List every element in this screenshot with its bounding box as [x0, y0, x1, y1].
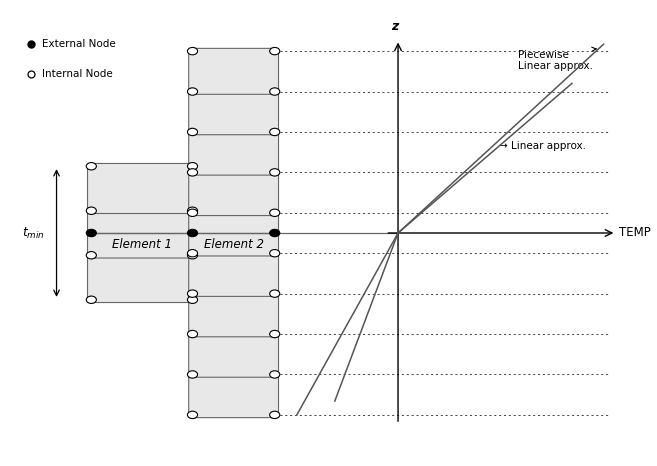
Circle shape: [86, 252, 97, 259]
Circle shape: [187, 290, 198, 297]
FancyBboxPatch shape: [87, 164, 196, 213]
Circle shape: [187, 88, 198, 95]
FancyBboxPatch shape: [189, 170, 279, 216]
FancyBboxPatch shape: [189, 250, 279, 296]
Circle shape: [269, 209, 280, 217]
FancyBboxPatch shape: [189, 89, 279, 135]
FancyBboxPatch shape: [189, 129, 279, 175]
Circle shape: [187, 169, 198, 176]
Circle shape: [187, 209, 198, 217]
Text: → Linear approx.: → Linear approx.: [499, 141, 586, 151]
Circle shape: [86, 229, 97, 237]
Circle shape: [86, 163, 97, 170]
Circle shape: [187, 229, 198, 237]
Circle shape: [269, 128, 280, 136]
Circle shape: [86, 296, 97, 303]
Text: Element 2: Element 2: [204, 238, 263, 251]
FancyBboxPatch shape: [189, 48, 279, 94]
Circle shape: [187, 252, 198, 259]
FancyBboxPatch shape: [189, 372, 279, 418]
Circle shape: [269, 88, 280, 95]
Circle shape: [187, 330, 198, 338]
Circle shape: [269, 371, 280, 378]
Circle shape: [269, 290, 280, 297]
FancyBboxPatch shape: [87, 208, 196, 258]
FancyBboxPatch shape: [87, 253, 196, 302]
FancyBboxPatch shape: [189, 291, 279, 337]
Text: Piecewise
Linear approx.: Piecewise Linear approx.: [518, 47, 597, 71]
Circle shape: [187, 296, 198, 303]
Circle shape: [269, 229, 280, 237]
Circle shape: [86, 207, 97, 214]
Circle shape: [269, 169, 280, 176]
Circle shape: [269, 411, 280, 418]
Circle shape: [269, 48, 280, 55]
Text: Internal Node: Internal Node: [42, 69, 113, 79]
Circle shape: [187, 411, 198, 418]
Text: $t_{min}$: $t_{min}$: [22, 226, 45, 240]
Circle shape: [187, 249, 198, 257]
Circle shape: [187, 128, 198, 136]
Circle shape: [187, 48, 198, 55]
Text: TEMP: TEMP: [620, 226, 651, 240]
Circle shape: [187, 207, 198, 214]
Text: Element 1: Element 1: [112, 238, 172, 251]
FancyBboxPatch shape: [189, 210, 279, 256]
Circle shape: [187, 371, 198, 378]
FancyBboxPatch shape: [189, 331, 279, 377]
Circle shape: [187, 163, 198, 170]
Text: External Node: External Node: [42, 39, 116, 49]
Text: z: z: [392, 20, 399, 33]
Circle shape: [269, 330, 280, 338]
Circle shape: [269, 249, 280, 257]
